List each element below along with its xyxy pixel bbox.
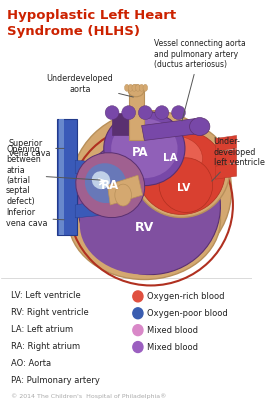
Text: Mixed blood: Mixed blood [147, 342, 198, 351]
Ellipse shape [115, 184, 131, 206]
Circle shape [133, 325, 143, 336]
Ellipse shape [155, 106, 169, 119]
Polygon shape [112, 112, 131, 136]
Polygon shape [215, 163, 237, 179]
Ellipse shape [76, 153, 145, 218]
Ellipse shape [128, 85, 144, 97]
Text: © 2014 The Children's  Hospital of Philadelphia®: © 2014 The Children's Hospital of Philad… [11, 393, 166, 399]
Text: Inferior
vena cava: Inferior vena cava [6, 208, 64, 227]
Polygon shape [57, 119, 77, 235]
Ellipse shape [85, 163, 126, 203]
Text: Vessel connecting aorta
and pulmonary artery
(ductus arteriosus): Vessel connecting aorta and pulmonary ar… [154, 39, 245, 121]
Circle shape [133, 342, 143, 353]
Polygon shape [107, 175, 143, 205]
Ellipse shape [105, 106, 119, 119]
Text: LV: Left ventricle: LV: Left ventricle [11, 291, 80, 300]
Ellipse shape [159, 158, 213, 213]
Ellipse shape [190, 117, 210, 136]
Ellipse shape [104, 111, 185, 186]
Text: LA: Left atrium: LA: Left atrium [11, 325, 73, 334]
Text: Oxygen-rich blood: Oxygen-rich blood [147, 292, 225, 301]
Circle shape [133, 291, 143, 302]
Text: Oxygen-poor blood: Oxygen-poor blood [147, 309, 228, 318]
Ellipse shape [172, 106, 186, 119]
Ellipse shape [128, 84, 133, 91]
Ellipse shape [78, 136, 220, 274]
Text: RV: Right ventricle: RV: Right ventricle [11, 308, 88, 317]
Text: Under-
developed
left ventricle: Under- developed left ventricle [212, 138, 264, 181]
Circle shape [133, 308, 143, 319]
Polygon shape [129, 88, 144, 140]
Text: Mixed blood: Mixed blood [147, 325, 198, 335]
Polygon shape [75, 160, 105, 175]
Ellipse shape [122, 106, 136, 119]
Ellipse shape [147, 136, 202, 181]
Ellipse shape [68, 160, 221, 279]
Text: RV: RV [135, 221, 154, 234]
Text: Superior
vena cava: Superior vena cava [9, 139, 64, 158]
Ellipse shape [125, 84, 129, 91]
Polygon shape [142, 119, 200, 140]
Polygon shape [215, 136, 237, 151]
Ellipse shape [137, 130, 225, 214]
Ellipse shape [70, 111, 231, 269]
Polygon shape [215, 150, 237, 165]
Text: AO: Aorta: AO: Aorta [11, 359, 51, 368]
Polygon shape [103, 163, 135, 192]
Text: LV: LV [177, 183, 191, 193]
Ellipse shape [139, 84, 144, 91]
Text: LA: LA [163, 153, 178, 163]
Ellipse shape [138, 106, 152, 119]
Ellipse shape [92, 171, 110, 189]
Ellipse shape [132, 84, 137, 91]
Ellipse shape [136, 84, 140, 91]
Text: PA: PA [131, 146, 148, 159]
Text: Opening
between
atria
(atrial
septal
defect): Opening between atria (atrial septal def… [6, 145, 100, 206]
Ellipse shape [143, 84, 148, 91]
Ellipse shape [80, 175, 209, 274]
Text: Underdeveloped
aorta: Underdeveloped aorta [47, 74, 133, 97]
Text: Hypoplastic Left Heart
Syndrome (HLHS): Hypoplastic Left Heart Syndrome (HLHS) [7, 9, 176, 38]
Text: RA: Right atrium: RA: Right atrium [11, 342, 80, 351]
Text: PA: Pulmonary artery: PA: Pulmonary artery [11, 376, 100, 385]
Polygon shape [75, 200, 106, 218]
Polygon shape [58, 119, 64, 235]
Ellipse shape [111, 119, 178, 178]
Ellipse shape [133, 123, 230, 218]
Text: RA: RA [101, 179, 119, 192]
